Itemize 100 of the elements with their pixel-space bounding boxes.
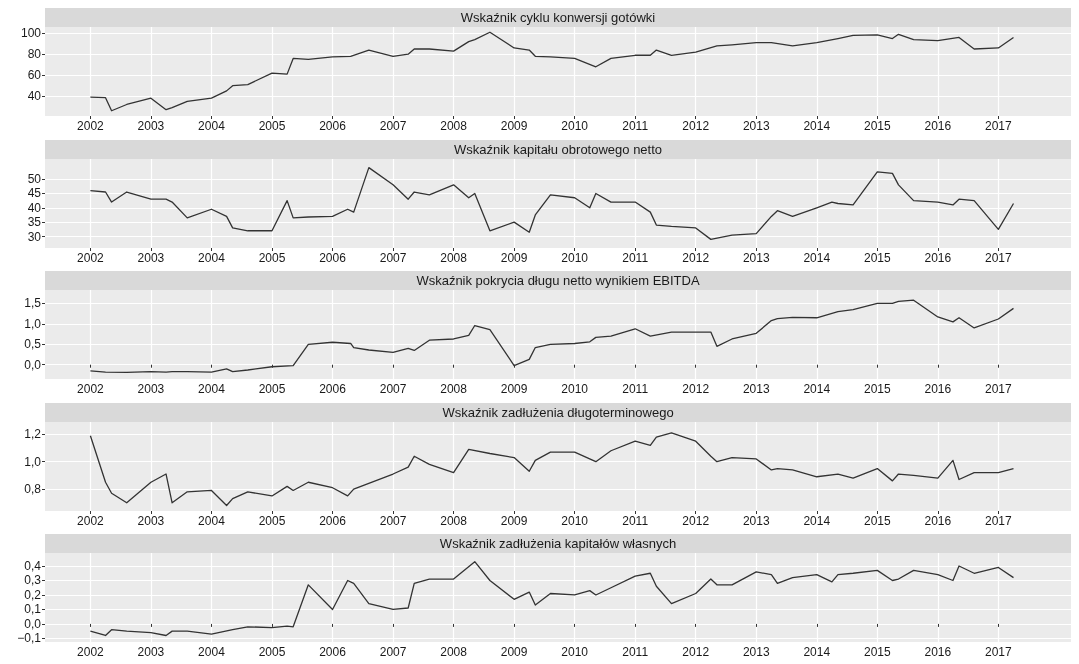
x-tick-label: 2012 [682,513,710,528]
x-tick-label: 2013 [742,119,770,133]
x-tick-label: 2011 [622,250,649,265]
x-tick-label: 2004 [198,513,226,528]
y-tick-label: −0,1 [17,631,42,646]
x-tick-label: 2007 [379,513,407,528]
line-series [89,166,1015,240]
y-tick-label: 40 [27,200,42,215]
x-tick-label: 2011 [622,513,649,528]
x-tick-label: 2013 [742,645,770,659]
x-tick-label: 2006 [319,250,347,265]
y-tick-label: 0,3 [24,573,42,588]
x-tick-label: 2006 [319,645,347,659]
x-tick-label: 2002 [77,250,105,265]
x-tick-label: 2008 [440,513,468,528]
x-tick-label: 2017 [985,645,1013,659]
x-tick-label: 2010 [561,645,589,659]
x-tick-label: 2006 [319,382,347,396]
y-tick-label: 60 [27,68,42,83]
x-tick-label: 2016 [924,382,952,396]
x-tick-label: 2012 [682,250,710,265]
x-tick-label: 2016 [924,250,952,265]
x-tick-label: 2014 [803,645,831,659]
x-tick-label: 2005 [258,513,286,528]
x-tick-label: 2008 [440,382,468,396]
y-tick-label: 50 [27,171,42,186]
x-tick-label: 2010 [561,119,589,133]
y-tick-label: 1,5 [24,296,42,311]
x-tick-label: 2006 [319,119,347,133]
x-tick-label: 2006 [319,513,347,528]
x-tick-label: 2014 [803,119,831,133]
y-tick-label: 0,1 [24,602,42,617]
x-tick-label: 2004 [198,250,226,265]
x-tick-label: 2015 [863,119,891,133]
x-tick-label: 2005 [258,382,286,396]
x-tick-label: 2014 [803,513,831,528]
y-tick-label: 80 [27,47,42,62]
y-tick-label: 100 [20,26,42,41]
y-tick-label: 40 [27,89,42,104]
line-series [89,299,1015,374]
x-tick-label: 2013 [742,250,770,265]
chart-title: Wskaźnik kapitału obrotowego netto [453,141,663,157]
x-tick-label: 2007 [379,382,407,396]
x-tick-label: 2017 [985,119,1013,133]
x-tick-label: 2004 [198,119,226,133]
x-tick-label: 2002 [77,645,105,659]
y-tick-label: 0,2 [24,587,42,602]
x-tick-label: 2002 [77,119,105,133]
x-tick-label: 2009 [500,645,528,659]
x-tick-label: 2016 [924,513,952,528]
x-tick-label: 2013 [742,382,770,396]
x-tick-label: 2010 [561,513,589,528]
x-tick-label: 2011 [622,119,649,133]
chart-title: Wskaźnik zadłużenia kapitałów własnych [439,536,677,551]
x-tick-label: 2003 [137,250,165,265]
x-tick-label: 2007 [379,119,407,133]
x-tick-label: 2004 [198,645,226,659]
x-tick-label: 2007 [379,645,407,659]
chart-title: Wskaźnik zadłużenia długoterminowego [442,404,674,420]
x-tick-label: 2016 [924,119,952,133]
x-tick-label: 2017 [985,250,1013,265]
x-tick-label: 2005 [258,645,286,659]
y-tick-label: 1,2 [24,426,42,441]
x-tick-label: 2009 [500,513,528,528]
x-tick-label: 2012 [682,119,710,133]
x-tick-label: 2012 [682,645,710,659]
x-tick-label: 2010 [561,250,589,265]
x-tick-label: 2005 [258,250,286,265]
x-tick-label: 2014 [803,382,831,396]
x-tick-label: 2003 [137,119,165,133]
x-tick-label: 2015 [863,382,891,396]
x-tick-label: 2011 [622,645,649,659]
line-series [89,561,1015,637]
x-tick-label: 2002 [77,513,105,528]
x-tick-label: 2014 [803,250,831,265]
x-tick-label: 2009 [500,250,528,265]
x-tick-label: 2009 [500,119,528,133]
line-series [89,431,1015,506]
x-tick-label: 2015 [863,645,891,659]
y-tick-label: 0,4 [24,559,42,574]
chart-title: Wskaźnik cyklu konwersji gotówki [460,10,656,25]
y-tick-label: 0,0 [24,357,42,372]
x-tick-label: 2002 [77,382,105,396]
x-tick-label: 2008 [440,119,468,133]
x-tick-label: 2008 [440,250,468,265]
x-tick-label: 2013 [742,513,770,528]
x-tick-label: 2010 [561,382,589,396]
y-tick-label: 0,0 [24,616,42,631]
x-tick-label: 2005 [258,119,286,133]
x-tick-label: 2015 [863,250,891,265]
x-tick-label: 2017 [985,382,1013,396]
line-series [89,31,1015,112]
y-tick-label: 45 [27,185,42,200]
y-tick-label: 0,8 [24,481,42,496]
y-tick-label: 0,5 [24,337,42,352]
x-tick-label: 2016 [924,645,952,659]
x-tick-label: 2003 [137,513,165,528]
x-tick-label: 2003 [137,645,165,659]
x-tick-label: 2003 [137,382,165,396]
x-tick-label: 2017 [985,513,1013,528]
